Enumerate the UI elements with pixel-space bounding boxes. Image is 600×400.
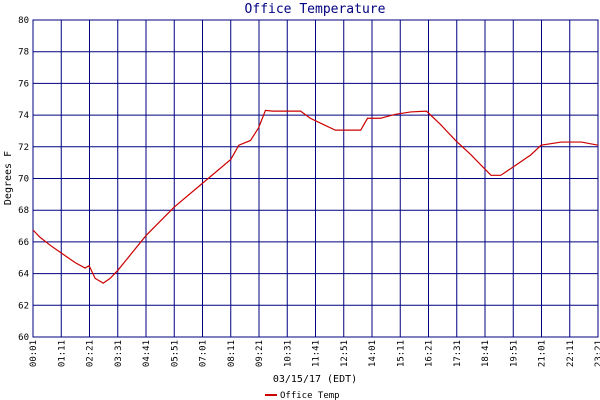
x-tick-label: 00:01: [29, 340, 39, 367]
x-tick-label: 14:01: [368, 340, 378, 367]
x-tick-label: 01:11: [57, 340, 67, 367]
line: [32, 109, 599, 284]
x-tick-label: 03:31: [114, 340, 124, 367]
x-tick-label: 04:41: [142, 340, 152, 367]
y-tick-label: 80: [18, 16, 29, 26]
x-tick-label: 08:11: [227, 340, 237, 367]
x-tick-label: 17:31: [453, 340, 463, 367]
x-tick-label: 23:21: [594, 340, 600, 367]
x-tick-label: 07:01: [199, 340, 209, 367]
y-tick-label: 72: [18, 143, 29, 153]
y-tick-label: 78: [18, 48, 29, 58]
x-tick-label: 18:41: [481, 340, 491, 367]
x-tick-label: 22:11: [566, 340, 576, 367]
x-tick-label: 19:51: [509, 340, 519, 367]
x-tick-label: 05:51: [170, 340, 180, 367]
x-tick-label: 15:11: [396, 340, 406, 367]
y-tick-label: 76: [18, 79, 29, 89]
y-axis-label: Degrees F: [3, 151, 14, 205]
legend-label: Office Temp: [280, 391, 340, 400]
y-tick-label: 60: [18, 333, 29, 343]
y-tick-label: 74: [18, 111, 29, 121]
x-axis-label: 03/15/17 (EDT): [273, 374, 357, 385]
y-tick-label: 68: [18, 206, 29, 216]
x-tick-label: 09:21: [255, 340, 265, 367]
chart-title: Office Temperature: [245, 2, 386, 17]
y-tick-label: 62: [18, 301, 29, 311]
x-tick-label: 10:31: [283, 340, 293, 367]
x-tick-label: 02:21: [86, 340, 96, 367]
x-tick-label: 11:41: [312, 340, 322, 367]
y-tick-label: 66: [18, 238, 29, 248]
x-tick-label: 12:51: [340, 340, 350, 367]
y-tick-label: 70: [18, 175, 29, 185]
x-tick-label: 16:21: [425, 340, 435, 367]
y-tick-label: 64: [18, 270, 29, 280]
x-tick-label: 21:01: [538, 340, 548, 367]
